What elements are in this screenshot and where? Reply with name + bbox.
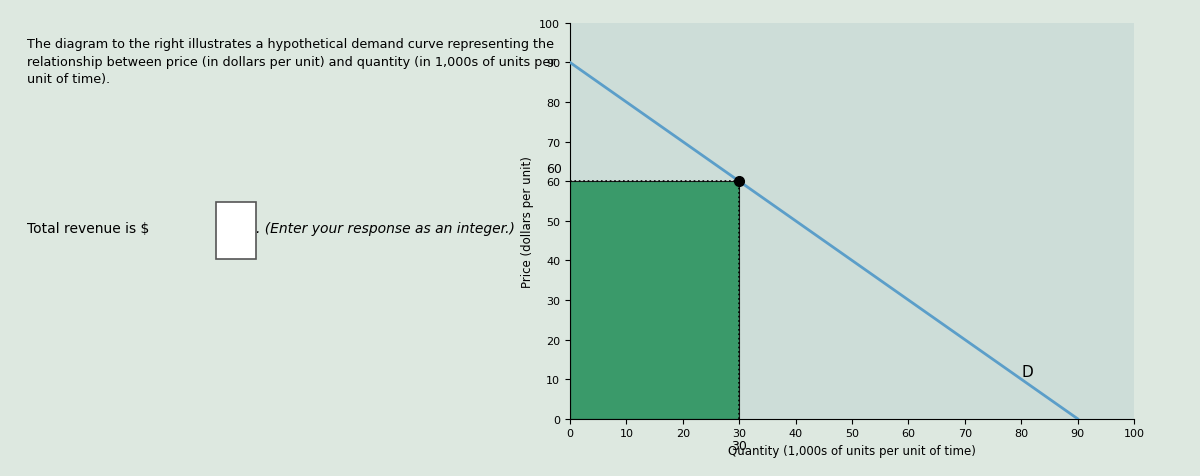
Text: 30: 30 <box>731 439 748 452</box>
Text: The diagram to the right illustrates a hypothetical demand curve representing th: The diagram to the right illustrates a h… <box>26 38 556 86</box>
Bar <box>570 182 739 419</box>
Text: 60: 60 <box>546 163 562 176</box>
Text: Total revenue is $: Total revenue is $ <box>26 221 149 236</box>
FancyBboxPatch shape <box>216 202 257 259</box>
Text: . (Enter your response as an integer.): . (Enter your response as an integer.) <box>257 221 515 236</box>
X-axis label: Quantity (1,000s of units per unit of time): Quantity (1,000s of units per unit of ti… <box>728 444 976 457</box>
Y-axis label: Price (dollars per unit): Price (dollars per unit) <box>521 156 534 287</box>
Text: D: D <box>1021 365 1033 379</box>
